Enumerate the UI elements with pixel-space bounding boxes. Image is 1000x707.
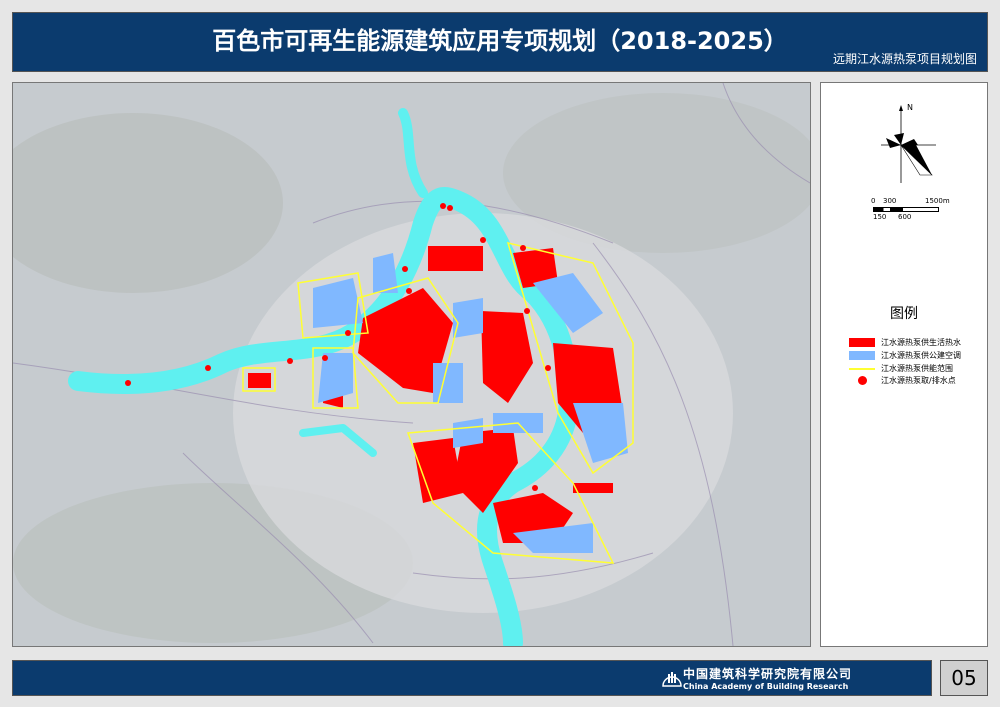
page-number: 05 <box>940 660 988 696</box>
header-banner: 百色市可再生能源建筑应用专项规划（2018-2025） 远期江水源热泵项目规划图 <box>12 12 988 72</box>
cabr-logo-icon <box>662 672 682 687</box>
legend-item-boundary: 江水源热泵供能范围 <box>849 363 953 374</box>
legend-item-hot-water: 江水源热泵供生活热水 <box>849 337 961 348</box>
river <box>68 108 580 646</box>
road-network <box>13 83 810 646</box>
scale-label: 150 <box>873 213 887 221</box>
hot-water-zones <box>248 246 623 543</box>
scale-bar <box>873 207 939 212</box>
ac-zones <box>313 253 628 553</box>
map-canvas <box>13 83 810 646</box>
organization-name: 中国建筑科学研究院有限公司 China Academy of Building … <box>683 667 853 691</box>
map-view <box>12 82 811 647</box>
map-subtitle: 远期江水源热泵项目规划图 <box>832 52 977 66</box>
legend-title: 图例 <box>890 306 918 322</box>
legend-item-points: 江水源热泵取/排水点 <box>849 375 956 386</box>
scale-label: 600 <box>898 213 912 221</box>
scale-label: 0 <box>871 197 876 205</box>
scale-label: 300 <box>883 197 897 205</box>
legend-item-ac: 江水源热泵供公建空调 <box>849 350 961 361</box>
legend-panel: N 0 300 1500m 150 600 图例 江水源热泵供生活热水 江水源热… <box>820 82 988 647</box>
service-boundaries <box>242 241 634 564</box>
north-label: N <box>907 103 913 112</box>
scale-label: 1500m <box>925 197 950 205</box>
footer-banner: 中国建筑科学研究院有限公司 China Academy of Building … <box>12 660 932 696</box>
page-title: 百色市可再生能源建筑应用专项规划（2018-2025） <box>212 27 788 55</box>
wind-rose-compass-icon <box>881 105 936 183</box>
intake-outfall-points <box>125 203 581 501</box>
